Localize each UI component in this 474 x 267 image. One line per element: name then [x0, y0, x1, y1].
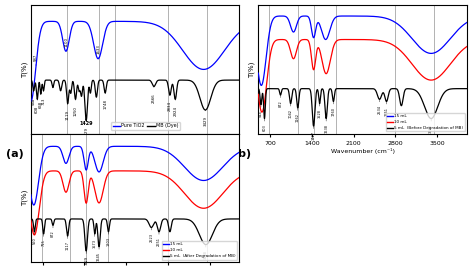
Legend: Pure TiO2, MB (Dye): Pure TiO2, MB (Dye)	[111, 122, 180, 130]
Text: 668: 668	[39, 94, 43, 108]
Text: 1117: 1117	[65, 236, 70, 250]
Text: 872: 872	[51, 225, 55, 237]
Text: 713: 713	[42, 91, 46, 105]
Text: 1250: 1250	[73, 99, 78, 116]
Text: 2834: 2834	[168, 95, 172, 111]
Text: 2566: 2566	[152, 87, 156, 103]
Text: 1645: 1645	[97, 247, 101, 261]
Text: 587: 587	[34, 54, 38, 66]
Text: 1528: 1528	[318, 104, 321, 118]
Text: 603: 603	[263, 119, 266, 131]
Text: 1748: 1748	[103, 93, 107, 109]
Text: 608: 608	[35, 99, 39, 113]
Text: 1760: 1760	[331, 101, 336, 116]
Text: 1638: 1638	[324, 119, 328, 133]
Text: 872: 872	[279, 95, 283, 107]
Text: 2534: 2534	[377, 99, 382, 114]
Text: 1573: 1573	[93, 234, 97, 248]
Text: 560: 560	[32, 232, 36, 244]
Text: 3429: 3429	[203, 110, 207, 126]
X-axis label: Wavenumber (cm⁻¹): Wavenumber (cm⁻¹)	[103, 148, 167, 154]
Text: 544: 544	[259, 105, 263, 117]
Text: 1162: 1162	[296, 108, 300, 122]
Y-axis label: T(%): T(%)	[21, 61, 28, 78]
Text: 2523: 2523	[149, 227, 154, 242]
Text: 2924: 2924	[173, 99, 177, 116]
Text: 3400: 3400	[429, 119, 433, 133]
Text: 1427: 1427	[311, 126, 316, 140]
Text: 715: 715	[42, 234, 46, 246]
Text: 2651: 2651	[157, 232, 161, 246]
X-axis label: Wavenumber (cm⁻¹): Wavenumber (cm⁻¹)	[330, 148, 395, 154]
Text: 1633: 1633	[96, 45, 100, 59]
Text: 1100: 1100	[64, 37, 69, 51]
Text: 1803: 1803	[107, 232, 110, 246]
Text: 1429: 1429	[84, 251, 88, 265]
Legend: 15 mL, 10 mL, 5 mL  (After Degradation of MB): 15 mL, 10 mL, 5 mL (After Degradation of…	[162, 241, 237, 260]
Text: 548: 548	[32, 91, 36, 105]
Y-axis label: T(%): T(%)	[21, 189, 28, 206]
Text: (b): (b)	[233, 148, 251, 159]
Text: 2651: 2651	[384, 101, 389, 116]
Text: 1042: 1042	[289, 104, 292, 118]
Text: 1429: 1429	[79, 121, 93, 126]
Text: (a): (a)	[6, 148, 24, 159]
Text: 3438: 3438	[204, 245, 208, 259]
Legend: 15 mL, 10 mL, 5 mL  (Before Degradation of MB): 15 mL, 10 mL, 5 mL (Before Degradation o…	[386, 113, 465, 131]
Y-axis label: T(%): T(%)	[249, 61, 255, 78]
Text: 1429: 1429	[84, 121, 88, 137]
Text: 1119: 1119	[66, 104, 70, 120]
